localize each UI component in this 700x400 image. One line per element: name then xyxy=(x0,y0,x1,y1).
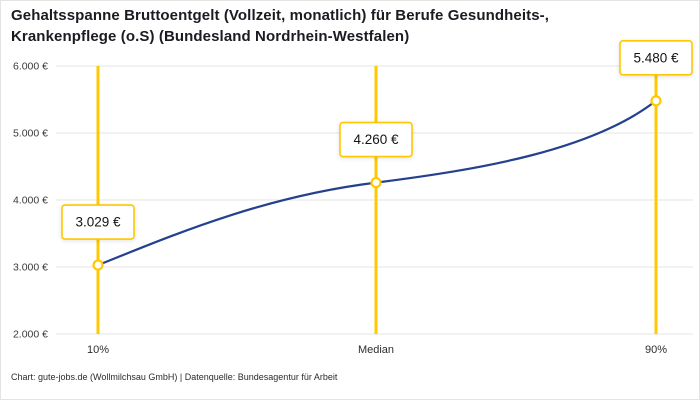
value-label: 3.029 € xyxy=(75,215,121,230)
value-label-box xyxy=(61,204,135,240)
x-axis-category-label: Median xyxy=(358,344,394,356)
chart-title-line2: Krankenpflege (o.S) (Bundesland Nordrhei… xyxy=(11,27,410,45)
chart-source-caption: Chart: gute-jobs.de (Wollmilchsau GmbH) … xyxy=(11,372,338,382)
chart-title-line1: Gehaltsspanne Bruttoentgelt (Vollzeit, m… xyxy=(11,7,550,24)
y-axis-tick-label: 4.000 € xyxy=(13,195,48,207)
data-point-marker xyxy=(650,95,662,107)
y-axis-tick-label: 2.000 € xyxy=(13,329,48,341)
x-axis-category-label: 90% xyxy=(645,344,667,356)
y-axis-tick-label: 3.000 € xyxy=(13,262,48,274)
y-axis-tick-label: 6.000 € xyxy=(13,61,48,73)
y-axis-tick-label: 5.000 € xyxy=(13,128,48,140)
value-label: 5.480 € xyxy=(633,50,679,65)
value-label: 4.260 € xyxy=(353,132,399,147)
data-point-marker xyxy=(92,259,104,271)
x-axis-category-label: 10% xyxy=(87,344,109,356)
value-label-box xyxy=(339,121,413,158)
data-point-marker xyxy=(370,176,382,189)
value-label-box xyxy=(619,40,693,76)
chart-title: Gehaltsspanne Bruttoentgelt (Vollzeit, m… xyxy=(11,6,671,47)
